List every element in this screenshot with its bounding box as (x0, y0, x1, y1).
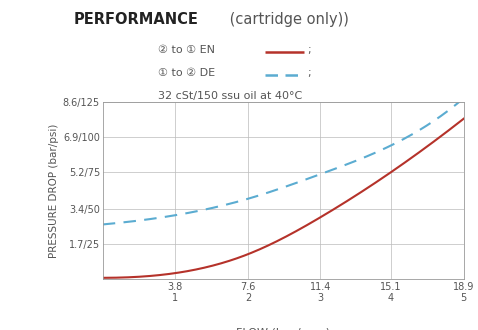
Text: (cartridge only)): (cartridge only)) (225, 12, 348, 26)
Text: PERFORMANCE: PERFORMANCE (74, 12, 199, 26)
X-axis label: FLOW (lpm/gpm): FLOW (lpm/gpm) (236, 328, 330, 330)
Text: 32 cSt/150 ssu oil at 40°C: 32 cSt/150 ssu oil at 40°C (158, 91, 302, 101)
Text: ① to ② DE: ① to ② DE (158, 68, 215, 78)
Text: ;: ; (307, 68, 311, 78)
Y-axis label: PRESSURE DROP (bar/psi): PRESSURE DROP (bar/psi) (49, 123, 59, 258)
Text: ;: ; (307, 45, 311, 54)
Text: ② to ① EN: ② to ① EN (158, 45, 215, 54)
